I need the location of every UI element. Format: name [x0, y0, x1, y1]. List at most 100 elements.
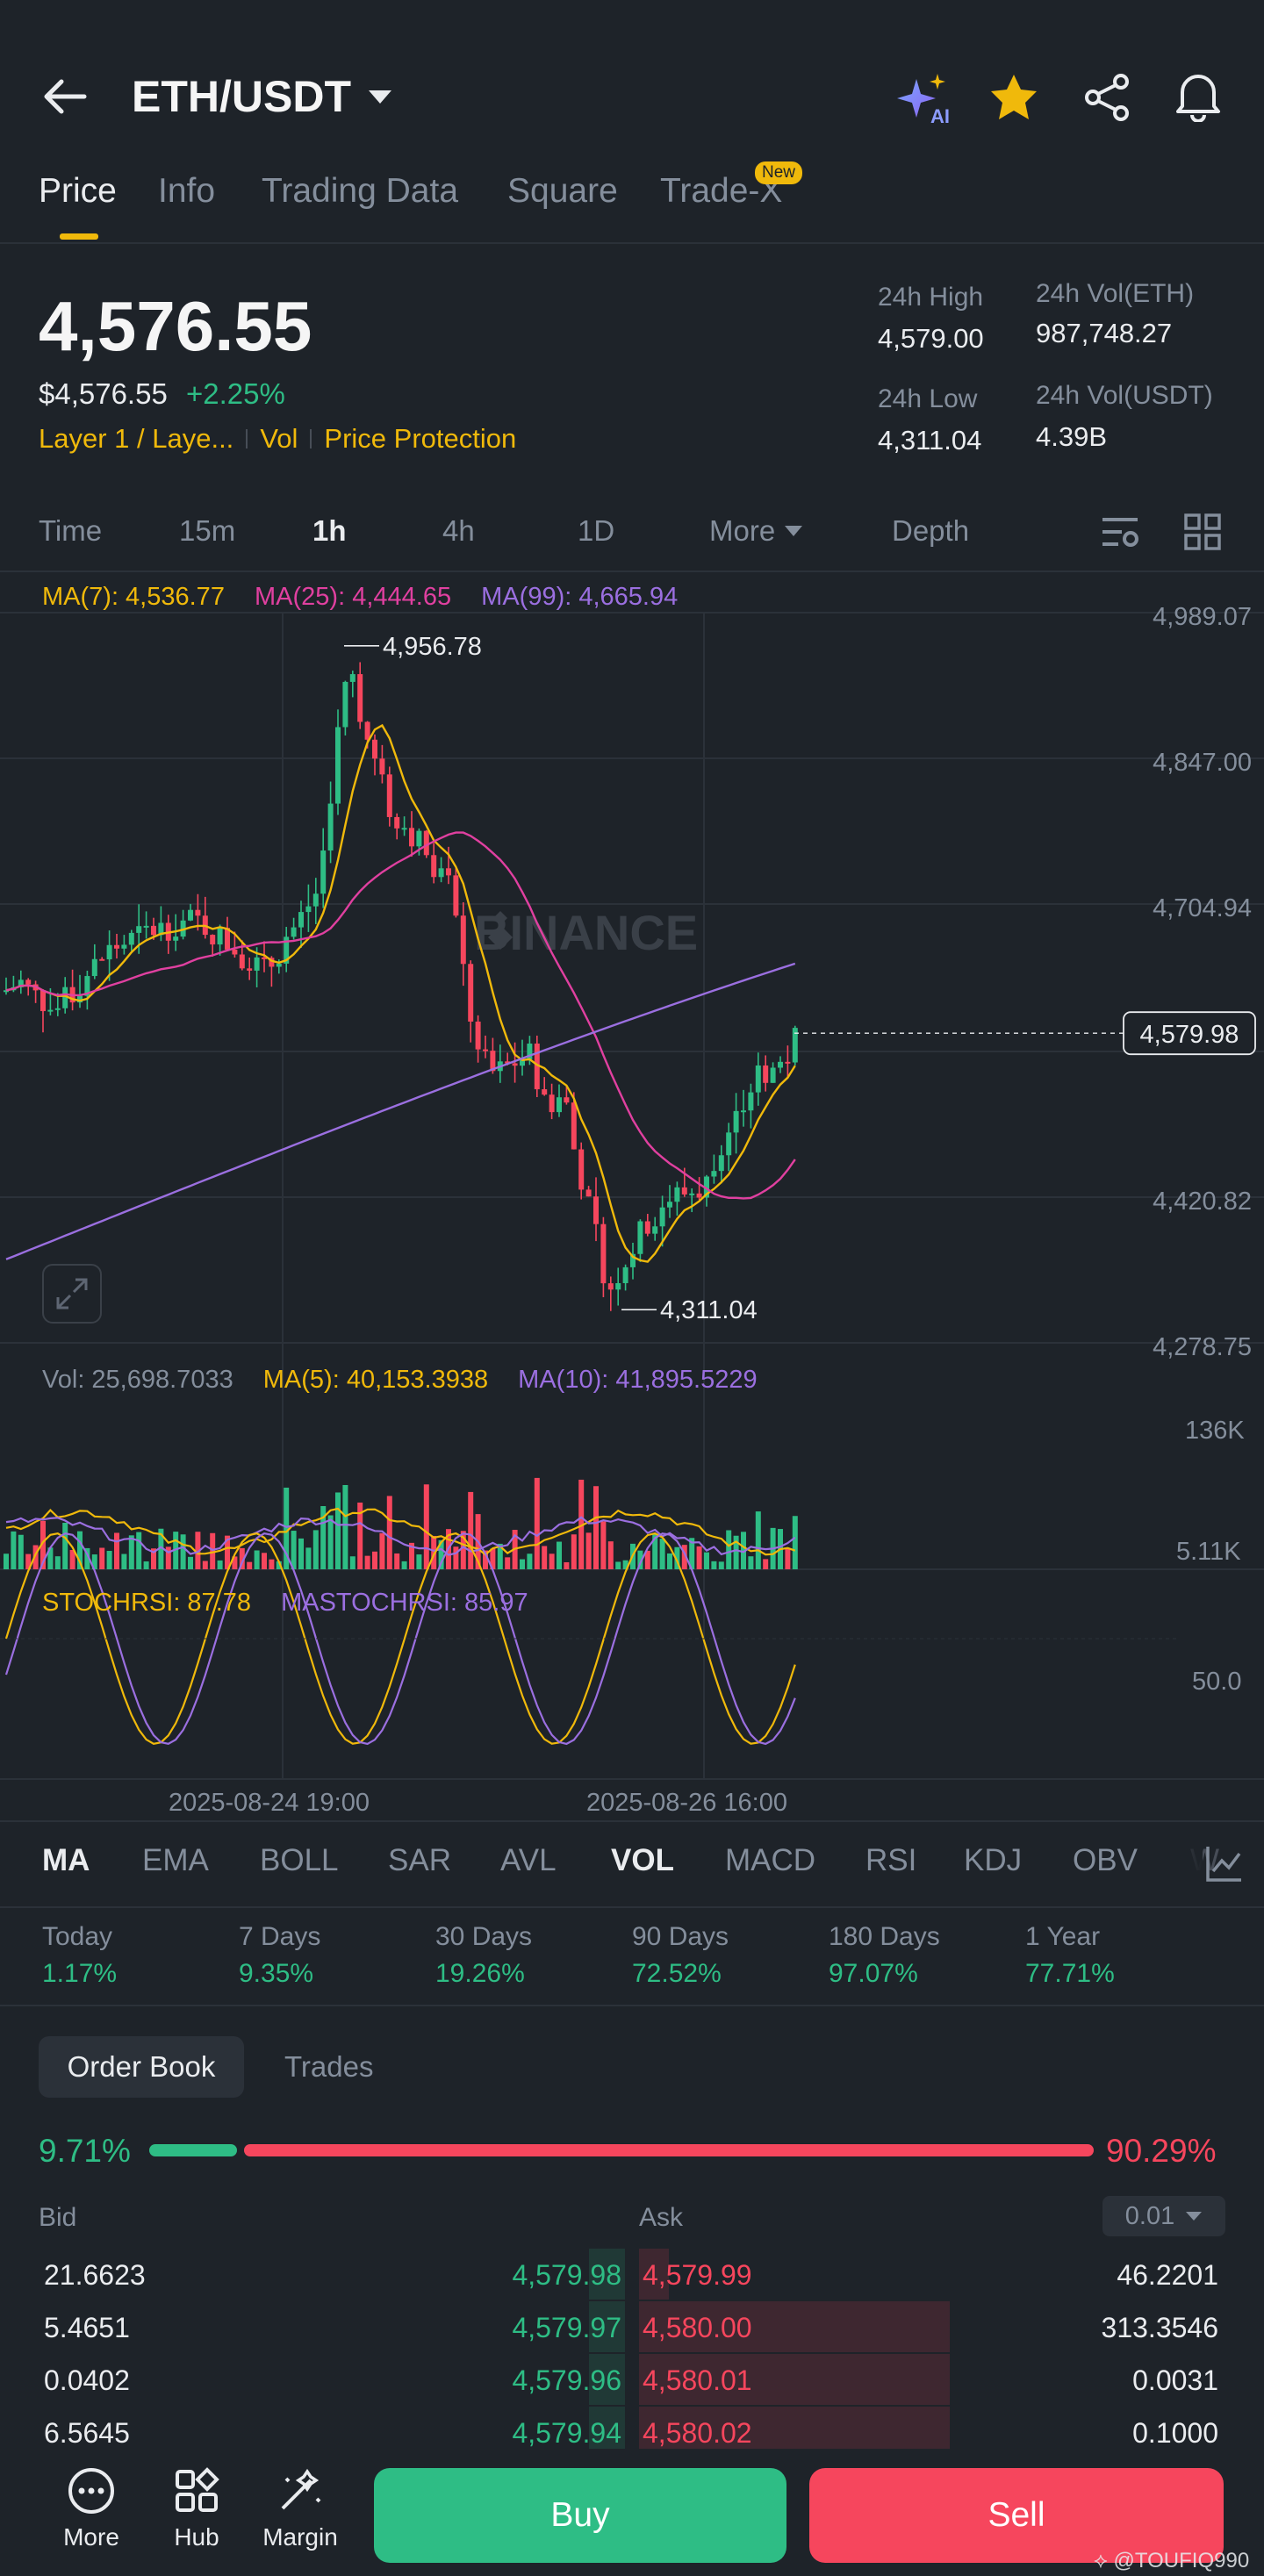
- nav-more-label: More: [63, 2523, 119, 2551]
- bid-price: 4,579.94: [512, 2417, 621, 2449]
- indicator-macd[interactable]: MACD: [725, 1843, 816, 1877]
- interval-depth[interactable]: Depth: [892, 514, 970, 547]
- volume-bar: [615, 1561, 621, 1569]
- tag-separator: [246, 429, 248, 448]
- ma99-label: MA(99): 4,665.94: [481, 583, 679, 611]
- candle-body: [40, 990, 46, 1012]
- bell-icon[interactable]: [1169, 67, 1227, 125]
- indicator-sar[interactable]: SAR: [388, 1843, 451, 1877]
- orderbook-row[interactable]: 21.6623 4,579.98 4,579.99 46.2201: [0, 2249, 1264, 2301]
- nav-hub[interactable]: Hub: [160, 2466, 233, 2551]
- low-value: 4,311.04: [878, 425, 982, 456]
- sell-button[interactable]: Sell: [809, 2468, 1224, 2563]
- trades-tab[interactable]: Trades: [284, 2050, 374, 2083]
- candle-body: [748, 1092, 754, 1111]
- tab-info[interactable]: Info: [158, 172, 216, 210]
- volume-bar: [291, 1531, 297, 1569]
- volume-bar: [195, 1532, 201, 1569]
- indicator-settings-icon[interactable]: [1204, 1843, 1245, 1884]
- nav-margin[interactable]: Margin: [256, 2466, 344, 2551]
- tag-category[interactable]: Layer 1 / Laye...: [39, 423, 234, 454]
- volume-bar: [357, 1502, 363, 1569]
- volume-bar: [460, 1531, 466, 1569]
- candle-body: [195, 909, 201, 916]
- perf-7d: 7 Days 9.35%: [239, 1922, 320, 1989]
- new-badge: New: [755, 161, 803, 184]
- volume-bar: [667, 1553, 672, 1569]
- ask-depth-bar: [639, 2354, 950, 2405]
- fullscreen-icon[interactable]: [42, 1264, 102, 1324]
- orderbook-tab-active[interactable]: Order Book: [39, 2036, 244, 2098]
- volume-bar: [593, 1486, 599, 1569]
- candlestick-chart[interactable]: BINANCE 4,956.78 4,311.04 4,579.98 4,989.0…: [0, 572, 1264, 1819]
- volume-bar: [718, 1561, 724, 1569]
- mastochrsi-line: [4, 1532, 796, 1746]
- candle-body: [342, 681, 348, 728]
- tag-price-protection[interactable]: Price Protection: [324, 423, 517, 454]
- back-icon[interactable]: [35, 70, 95, 123]
- candle-body: [770, 1067, 776, 1083]
- indicator-avl[interactable]: AVL: [500, 1843, 557, 1877]
- grid-layout-icon[interactable]: [1183, 513, 1222, 551]
- ask-header: Ask: [639, 2203, 684, 2232]
- indicator-rsi[interactable]: RSI: [865, 1843, 917, 1877]
- tab-price[interactable]: Price: [39, 172, 117, 210]
- ai-sparkle-icon[interactable]: AI: [894, 68, 955, 130]
- chart-settings-icon[interactable]: [1099, 513, 1141, 551]
- interval-1h[interactable]: 1h: [312, 514, 347, 547]
- indicator-obv[interactable]: OBV: [1073, 1843, 1138, 1877]
- volume-bar: [364, 1555, 370, 1569]
- volume-bar: [217, 1560, 223, 1569]
- volume-bar: [180, 1534, 186, 1569]
- volume-axis-top: 136K: [1185, 1417, 1245, 1445]
- candle-body: [247, 968, 253, 971]
- volume-bar: [327, 1515, 334, 1569]
- precision-select[interactable]: 0.01: [1102, 2196, 1225, 2236]
- volume-bar: [188, 1556, 193, 1569]
- indicator-boll[interactable]: BOLL: [260, 1843, 339, 1877]
- tag-vol[interactable]: Vol: [260, 423, 298, 454]
- watermark: BINANCE: [474, 905, 698, 960]
- buy-button[interactable]: Buy: [374, 2468, 786, 2563]
- ratio-bar: [149, 2144, 1094, 2156]
- candle-body: [4, 990, 9, 993]
- interval-more[interactable]: More: [709, 514, 803, 548]
- indicator-kdj[interactable]: KDJ: [964, 1843, 1023, 1877]
- stochrsi-axis: 50.0: [1192, 1668, 1242, 1696]
- perf-value: 72.52%: [632, 1959, 722, 1988]
- tab-square[interactable]: Square: [507, 172, 618, 210]
- volume-bar: [247, 1561, 253, 1569]
- vol-eth-label: 24h Vol(ETH): [1036, 279, 1195, 308]
- orderbook-row[interactable]: 5.4651 4,579.97 4,580.00 313.3546: [0, 2301, 1264, 2354]
- volume-bar: [763, 1559, 769, 1569]
- volume-label: Vol: 25,698.7033: [42, 1366, 233, 1394]
- indicator-vol[interactable]: VOL: [611, 1843, 674, 1877]
- volume-bar: [453, 1546, 459, 1569]
- volume-bar: [741, 1532, 746, 1569]
- pair-selector[interactable]: ETH/USDT: [132, 68, 393, 125]
- interval-time[interactable]: Time: [39, 514, 103, 547]
- interval-15m[interactable]: 15m: [179, 514, 236, 547]
- candle-body: [409, 828, 414, 847]
- share-icon[interactable]: [1078, 68, 1136, 126]
- indicator-ema[interactable]: EMA: [142, 1843, 209, 1877]
- volume-bar: [342, 1484, 348, 1569]
- candle-body: [106, 944, 112, 960]
- low-label: 24h Low: [878, 384, 978, 413]
- low-marker-label: 4,311.04: [660, 1296, 758, 1324]
- bid-price: 4,579.96: [512, 2364, 621, 2396]
- favorite-star-icon[interactable]: [985, 68, 1043, 126]
- interval-1d[interactable]: 1D: [578, 514, 615, 547]
- orderbook-row[interactable]: 0.0402 4,579.96 4,580.01 0.0031: [0, 2354, 1264, 2407]
- perf-value: 97.07%: [829, 1959, 918, 1988]
- interval-4h[interactable]: 4h: [442, 514, 475, 547]
- perf-value: 9.35%: [239, 1959, 314, 1988]
- price-axis-label: 4,847.00: [1153, 749, 1252, 777]
- nav-more[interactable]: More: [54, 2466, 128, 2551]
- indicator-ma[interactable]: MA: [42, 1843, 90, 1877]
- tab-trading-data[interactable]: Trading Data: [262, 172, 459, 210]
- volume-bar: [32, 1545, 39, 1569]
- perf-label: 180 Days: [829, 1922, 940, 1951]
- candle-body: [327, 803, 334, 851]
- candle-body: [143, 925, 149, 928]
